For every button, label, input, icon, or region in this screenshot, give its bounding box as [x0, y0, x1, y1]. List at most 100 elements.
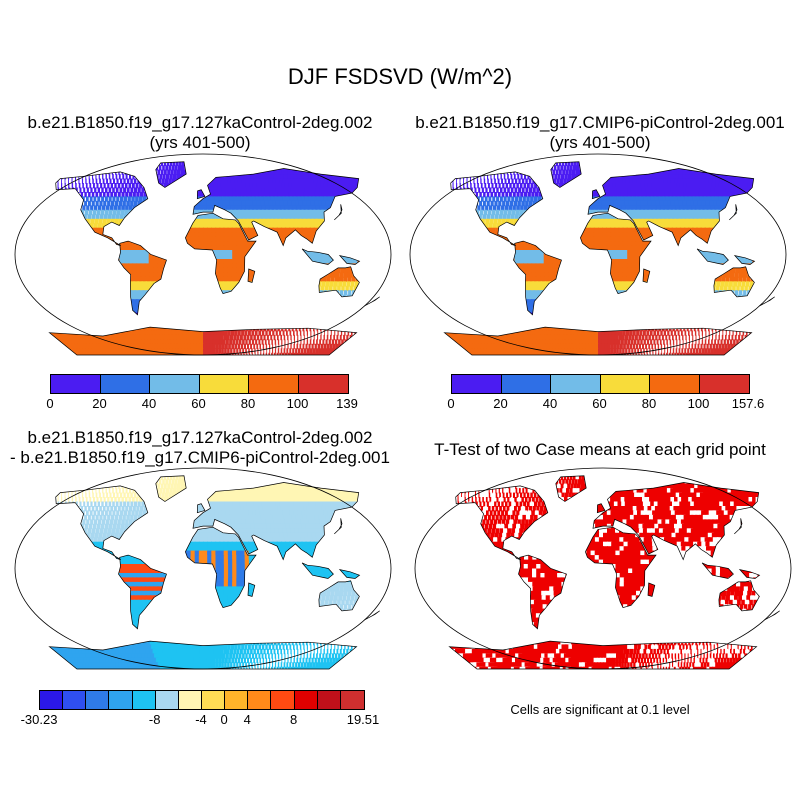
coastline-north-america [455, 485, 549, 560]
colorbar-difference-swatch [294, 691, 318, 709]
colorbar-127ka-swatch [199, 375, 249, 393]
coastline-madagascar [247, 268, 256, 283]
panel1-title-line2: (yrs 401-500) [149, 133, 251, 152]
coastline-africa [185, 212, 257, 295]
panel2-title: b.e21.B1850.f19_g17.CMIP6-piControl-2deg… [400, 113, 800, 153]
colorbar-127ka-tick-label: 139 [336, 396, 358, 411]
coastline-south-america [118, 554, 167, 630]
coastline-new-guinea [733, 255, 756, 265]
coastline-japan [734, 518, 743, 535]
panel2-title-line2: (yrs 401-500) [549, 133, 651, 152]
coastline-uk [196, 503, 206, 514]
panel3-title-line1: b.e21.B1850.f19_g17.127kaControl-2deg.00… [27, 428, 373, 447]
colorbar-127ka-tick-label: 0 [46, 396, 54, 411]
coastline-new-guinea [338, 255, 361, 265]
coastline-australia [718, 580, 760, 612]
panel2-title-line1: b.e21.B1850.f19_g17.CMIP6-piControl-2deg… [415, 113, 785, 132]
coastline-japan [729, 204, 738, 221]
panel4-title: T-Test of two Case means at each grid po… [420, 440, 780, 460]
colorbar-difference [39, 690, 365, 710]
colorbar-difference-swatch [225, 691, 249, 709]
colorbar-piControl-swatch [501, 375, 551, 393]
map-difference [14, 467, 392, 670]
coastline-greenland [155, 161, 187, 188]
coastline-uk [596, 503, 606, 514]
panel1-title: b.e21.B1850.f19_g17.127kaControl-2deg.00… [0, 113, 400, 153]
coastline-australia [713, 266, 755, 298]
colorbar-127ka-swatch [298, 375, 348, 393]
coastline-eurasia [192, 482, 360, 561]
panel3-title-line2: - b.e21.B1850.f19_g17.CMIP6-piControl-2d… [10, 448, 390, 467]
coastline-indonesia [301, 562, 334, 579]
colorbar-difference-tick-label: 19.51 [346, 712, 380, 727]
coastline-south-america [118, 240, 167, 316]
coastline-indonesia [301, 248, 334, 265]
coastline-indonesia [701, 562, 734, 579]
coastline-new-zealand [364, 296, 380, 307]
coastline-madagascar [647, 582, 656, 597]
coastline-new-guinea [738, 569, 761, 579]
coastline-north-america [55, 171, 149, 246]
coastline-eurasia [587, 168, 755, 247]
colorbar-difference-swatch [317, 691, 341, 709]
map-border [14, 467, 392, 670]
colorbar-difference-swatch [40, 691, 64, 709]
panel4-title-line1: T-Test of two Case means at each grid po… [434, 440, 766, 459]
coastline-indonesia [696, 248, 729, 265]
colorbar-difference-swatch [178, 691, 202, 709]
colorbar-difference-swatch [132, 691, 156, 709]
coastline-madagascar [642, 268, 651, 283]
colorbar-piControl [451, 374, 750, 394]
coastline-africa [185, 526, 257, 609]
colorbar-127ka-swatch [51, 375, 101, 393]
coastline-japan [334, 204, 343, 221]
colorbar-127ka-tick-label: 60 [191, 396, 206, 411]
colorbar-difference-tick-label: -8 [148, 712, 161, 727]
colorbar-127ka-swatch [150, 375, 200, 393]
coastline-australia [318, 580, 360, 612]
coastline-japan [334, 518, 343, 535]
colorbar-difference-swatch [86, 691, 110, 709]
colorbar-difference-tick-label: 4 [243, 712, 251, 727]
coastline-new-zealand [759, 296, 775, 307]
coastline-new-guinea [338, 569, 361, 579]
colorbar-piControl-swatch [600, 375, 650, 393]
coastline-uk [196, 189, 206, 200]
coastline-greenland [155, 475, 187, 502]
coastline-eurasia [592, 482, 760, 561]
coastline-madagascar [247, 582, 256, 597]
colorbar-difference-tick-label: -4 [195, 712, 207, 727]
colorbar-difference-swatch [109, 691, 133, 709]
colorbar-piControl-tick-label: 20 [493, 396, 508, 411]
colorbar-difference-swatch [340, 691, 364, 709]
panel1-title-line1: b.e21.B1850.f19_g17.127kaControl-2deg.00… [27, 113, 373, 132]
colorbar-difference-swatch [63, 691, 87, 709]
colorbar-piControl-swatch [452, 375, 502, 393]
colorbar-difference-tick-label: 8 [289, 712, 298, 727]
coastline-africa [585, 526, 657, 609]
main-title: DJF FSDSVD (W/m^2) [287, 64, 513, 89]
colorbar-piControl-tick-label: 80 [641, 396, 657, 411]
map-border [414, 467, 792, 670]
map-ttest [414, 467, 792, 670]
coastline-north-america [450, 171, 544, 246]
coastline-australia [318, 266, 360, 298]
coastline-africa [580, 212, 652, 295]
colorbar-difference-swatch [155, 691, 179, 709]
colorbar-127ka-tick-label: 20 [92, 396, 107, 411]
colorbar-piControl-swatch [650, 375, 700, 393]
coastline-greenland [550, 161, 582, 188]
coastline-south-america [513, 240, 562, 316]
coastline-greenland [555, 475, 587, 502]
colorbar-127ka-swatch [100, 375, 150, 393]
colorbar-piControl-tick-label: 60 [592, 396, 607, 411]
significance-note: Cells are significant at 0.1 level [510, 702, 690, 717]
coastline-new-zealand [764, 610, 780, 621]
colorbar-difference-tick-label: 0 [220, 712, 228, 727]
colorbar-difference-swatch [271, 691, 295, 709]
colorbar-127ka-tick-label: 80 [240, 396, 256, 411]
colorbar-piControl-swatch [551, 375, 601, 393]
colorbar-difference-tick-label: -30.23 [20, 712, 58, 727]
colorbar-127ka [50, 374, 349, 394]
map-piControl [409, 153, 787, 356]
